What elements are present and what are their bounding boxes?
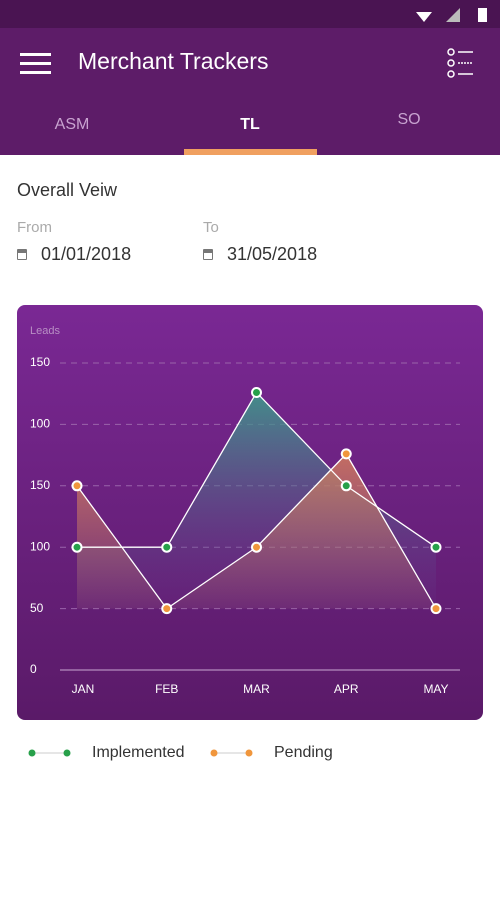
calendar-icon: [203, 249, 213, 260]
legend-label: Implemented: [92, 744, 185, 761]
battery-icon: [478, 8, 487, 22]
x-tick-label: MAY: [423, 682, 448, 696]
y-axis-label: Leads: [30, 325, 60, 337]
point: [340, 448, 352, 460]
calendar-icon: [17, 249, 27, 260]
from-date[interactable]: 01/01/2018: [41, 244, 131, 264]
x-tick-label: MAR: [243, 682, 270, 696]
y-tick-label: 100: [30, 539, 50, 553]
app-title: Merchant Trackers: [78, 48, 268, 74]
point: [71, 480, 83, 492]
x-tick-label: FEB: [155, 682, 178, 696]
x-tick-label: JAN: [72, 682, 95, 696]
app-bar: [0, 28, 500, 155]
point: [251, 386, 262, 398]
list-icon[interactable]: [447, 48, 473, 78]
section-title: Overall Veiw: [17, 180, 118, 200]
signal-icon: [446, 8, 460, 22]
legend-dot: [245, 749, 253, 757]
point: [430, 603, 442, 615]
legend-dot: [28, 749, 36, 757]
status-bar: [0, 0, 500, 28]
area: [77, 453, 436, 609]
point: [251, 541, 262, 553]
tab[interactable]: ASM: [55, 116, 90, 133]
y-tick-label: 0: [30, 662, 37, 676]
point: [71, 541, 83, 553]
to-label: To: [203, 219, 219, 236]
point: [430, 541, 442, 553]
to-date[interactable]: 31/05/2018: [227, 244, 317, 264]
legend-dot: [63, 749, 71, 757]
point: [340, 480, 352, 492]
from-label: From: [17, 219, 52, 236]
tab[interactable]: SO: [397, 111, 420, 128]
tab-indicator: [184, 149, 317, 155]
point: [161, 603, 173, 615]
y-tick-label: 50: [30, 601, 44, 615]
y-tick-label: 150: [30, 355, 50, 369]
wifi-icon: [416, 12, 432, 22]
menu-icon[interactable]: [20, 53, 51, 74]
y-tick-label: 150: [30, 478, 50, 492]
legend-label: Pending: [274, 744, 333, 761]
legend-dot: [210, 749, 218, 757]
y-tick-label: 100: [30, 417, 50, 431]
tab-active[interactable]: TL: [240, 116, 260, 133]
x-tick-label: APR: [334, 682, 359, 696]
point: [161, 541, 173, 553]
